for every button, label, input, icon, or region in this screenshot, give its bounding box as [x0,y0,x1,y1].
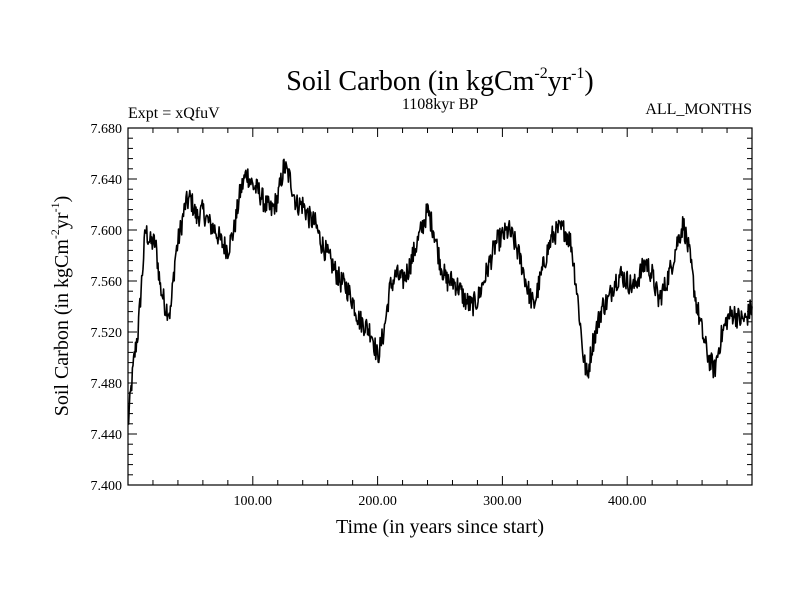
y-axis-label: Soil Carbon (in kgCm-2yr-1) [48,196,73,417]
x-tick-label: 100.00 [234,494,273,509]
title-middle: yr [548,66,572,97]
series-line-soil-carbon [127,158,753,425]
x-tick-label: 300.00 [483,494,522,509]
chart-title: Soil Carbon (in kgCm-2yr-1) [286,65,593,97]
months-label: ALL_MONTHS [645,101,752,118]
ylabel-middle: yr [51,212,73,229]
y-tick-label: 7.680 [91,122,123,137]
y-tick-label: 7.400 [91,479,123,494]
y-tick-label: 7.480 [91,377,123,392]
x-tick-label: 400.00 [608,494,647,509]
ylabel-main: Soil Carbon (in kgCm [51,239,73,417]
tick-labels: 7.400 7.440 7.480 7.520 7.560 7.600 7.640 7.680… [91,122,647,509]
y-tick-label: 7.440 [91,428,123,443]
x-axis-label: Time (in years since start) [336,516,544,538]
ylabel-superscript-2: -1 [48,202,62,212]
title-superscript-1: -2 [534,65,547,82]
title-superscript-2: -1 [571,65,584,82]
period-label: 1108kyr BP [402,96,478,113]
title-main: Soil Carbon (in kgCm [286,66,534,97]
x-tick-label: 200.00 [358,494,397,509]
ylabel-end: ) [51,196,73,203]
ylabel-superscript-1: -2 [48,229,62,239]
y-tick-label: 7.600 [91,224,123,239]
experiment-label: Expt = xQfuV [128,105,220,122]
title-end: ) [584,66,593,97]
y-tick-label: 7.520 [91,326,123,341]
y-tick-label: 7.560 [91,275,123,290]
y-tick-label: 7.640 [91,173,123,188]
